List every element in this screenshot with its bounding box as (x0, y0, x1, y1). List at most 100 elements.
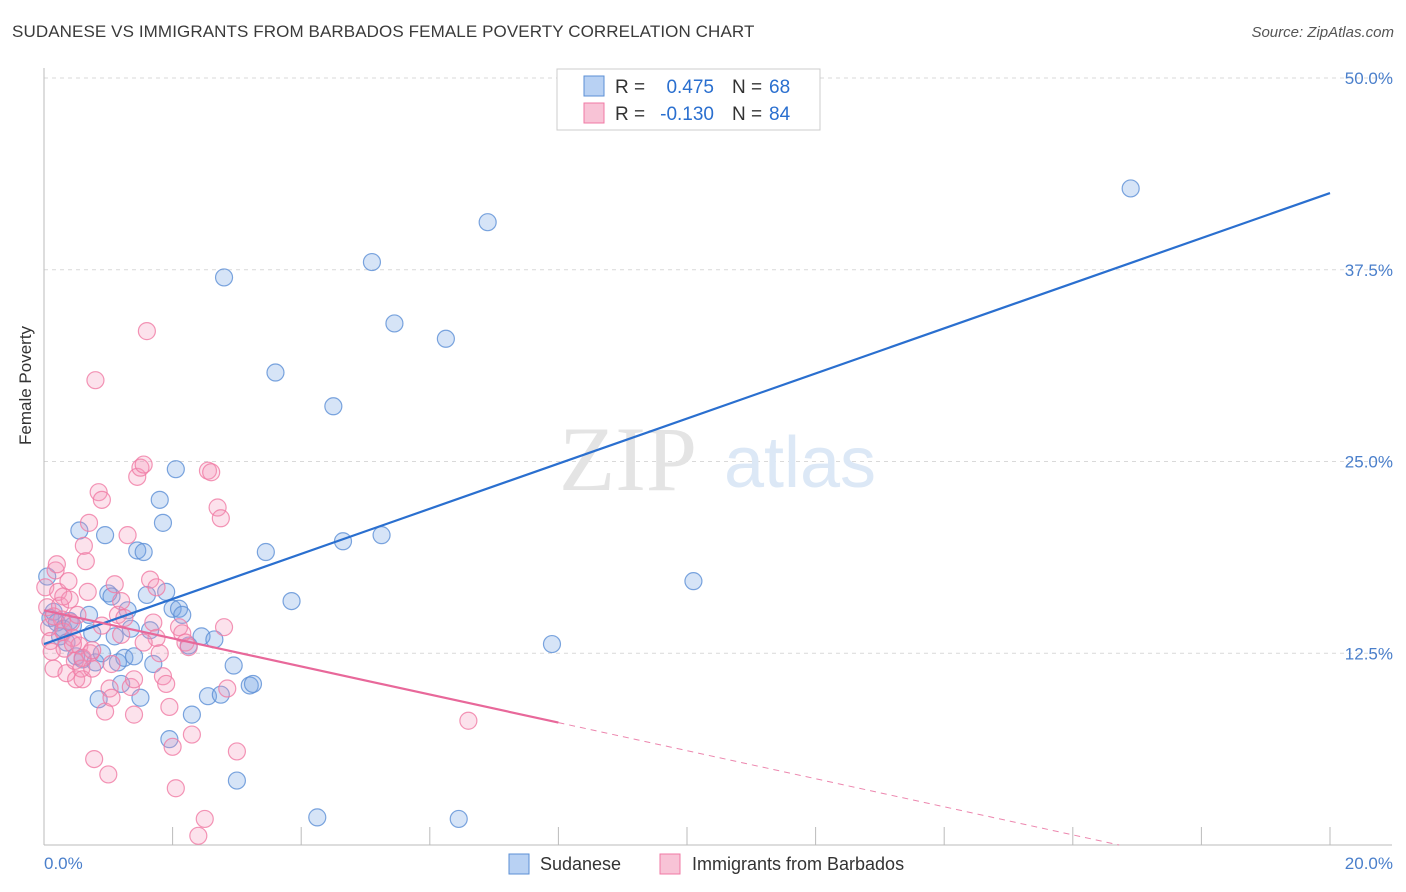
stats-swatch (583, 102, 605, 124)
barbados-point (46, 561, 65, 580)
barbados-point (124, 705, 144, 724)
barbados-point (63, 634, 83, 654)
barbados-point (74, 536, 93, 555)
sudanese-point (166, 460, 185, 479)
barbados-point (78, 582, 97, 601)
barbados-point (144, 613, 163, 632)
barbados-point (134, 455, 153, 474)
barbados-point (134, 633, 153, 652)
barbados-point (102, 654, 121, 674)
barbados-point (211, 509, 230, 528)
barbados-point (76, 552, 95, 571)
barbados-point (99, 765, 118, 784)
sudanese-point (684, 572, 703, 591)
sudanese-point (214, 268, 234, 287)
barbados-point (47, 555, 66, 574)
sudanese-point (324, 397, 343, 416)
barbados-point (147, 578, 166, 597)
x-tick-label: 0.0% (44, 854, 83, 873)
sudanese-point (542, 634, 562, 654)
barbados-point (160, 697, 179, 717)
sudanese-point (144, 654, 163, 674)
sudanese-point (1121, 179, 1140, 198)
tick-labels: 12.5% 25.0% 37.5% 50.0% 0.0% 20.0% (44, 69, 1393, 873)
sudanese-point (478, 213, 497, 232)
source-label: Source: ZipAtlas.com (1251, 24, 1394, 41)
watermark-zip: ZIP (559, 408, 697, 510)
barbados-point (189, 826, 208, 845)
barbados-point (73, 648, 92, 667)
barbados-trend-line-extension (558, 722, 1120, 846)
watermark: ZIP atlas (559, 408, 876, 510)
barbados-point (166, 779, 185, 798)
sudanese-point (224, 656, 243, 675)
sudanese-point (362, 252, 382, 272)
y-tick-label: 37.5% (1345, 261, 1393, 280)
barbados-point (131, 458, 150, 477)
data-points (36, 179, 1140, 845)
barbados-point (79, 513, 99, 532)
series-legend: Sudanese Immigrants from Barbados (508, 853, 904, 875)
sudanese-point (256, 542, 275, 562)
sudanese-point (385, 314, 404, 333)
barbados-point (112, 591, 131, 611)
barbados-point (137, 322, 156, 341)
sudanese-point (108, 653, 128, 672)
barbados-point (150, 644, 169, 663)
trend-lines (43, 192, 1331, 846)
sudanese-point (436, 329, 455, 348)
stats-r-value: -0.130 (660, 104, 714, 125)
sudanese-point (124, 647, 144, 666)
barbados-point (92, 490, 111, 509)
sudanese-point (282, 591, 301, 611)
barbados-point (85, 749, 104, 769)
legend-label-barbados: Immigrants from Barbados (692, 854, 904, 874)
barbados-point (163, 737, 182, 756)
y-tick-label: 25.0% (1345, 453, 1393, 472)
stats-swatch (583, 75, 605, 97)
barbados-point (218, 679, 237, 698)
x-tick-label: 20.0% (1345, 854, 1393, 873)
barbados-point (67, 670, 86, 689)
axes (43, 68, 1392, 846)
sudanese-point (105, 627, 124, 646)
barbados-point (68, 605, 87, 625)
stats-n-value: 68 (769, 77, 790, 98)
sudanese-point (266, 363, 285, 382)
stats-n-value: 84 (769, 104, 791, 125)
barbados-point (54, 587, 73, 606)
sudanese-point (95, 526, 115, 545)
stats-n-label: N = (732, 77, 762, 98)
barbados-point (59, 572, 78, 591)
stats-n-label: N = (732, 104, 762, 125)
legend-swatch-barbados (659, 853, 681, 875)
stats-r-label: R = (615, 104, 645, 125)
legend-label-sudanese: Sudanese (540, 854, 621, 874)
stats-legend: R = 0.475 N = 68 R = -0.130 N = 84 (556, 68, 821, 131)
sudanese-point (182, 705, 201, 724)
y-tick-label: 50.0% (1345, 69, 1393, 88)
gridlines (44, 77, 1392, 654)
barbados-point (105, 575, 124, 594)
sudanese-point (163, 599, 182, 618)
chart-title: SUDANESE VS IMMIGRANTS FROM BARBADOS FEM… (12, 22, 755, 41)
barbados-point (208, 498, 227, 517)
y-tick-label: 12.5% (1345, 644, 1393, 663)
sudanese-point (227, 771, 246, 790)
sudanese-point (150, 490, 169, 509)
barbados-trend-line (43, 609, 559, 724)
barbados-point (214, 618, 234, 637)
sudanese-point (243, 674, 263, 694)
barbados-point (83, 641, 102, 660)
sudanese-point (137, 585, 156, 605)
barbados-point (124, 670, 144, 689)
barbados-point (86, 371, 105, 390)
legend-swatch-sudanese (508, 853, 530, 875)
stats-r-label: R = (615, 77, 645, 98)
barbados-point (195, 809, 214, 829)
barbados-point (459, 711, 478, 730)
sudanese-point (308, 808, 327, 827)
sudanese-point (128, 541, 147, 560)
sudanese-trend-line (43, 192, 1331, 646)
